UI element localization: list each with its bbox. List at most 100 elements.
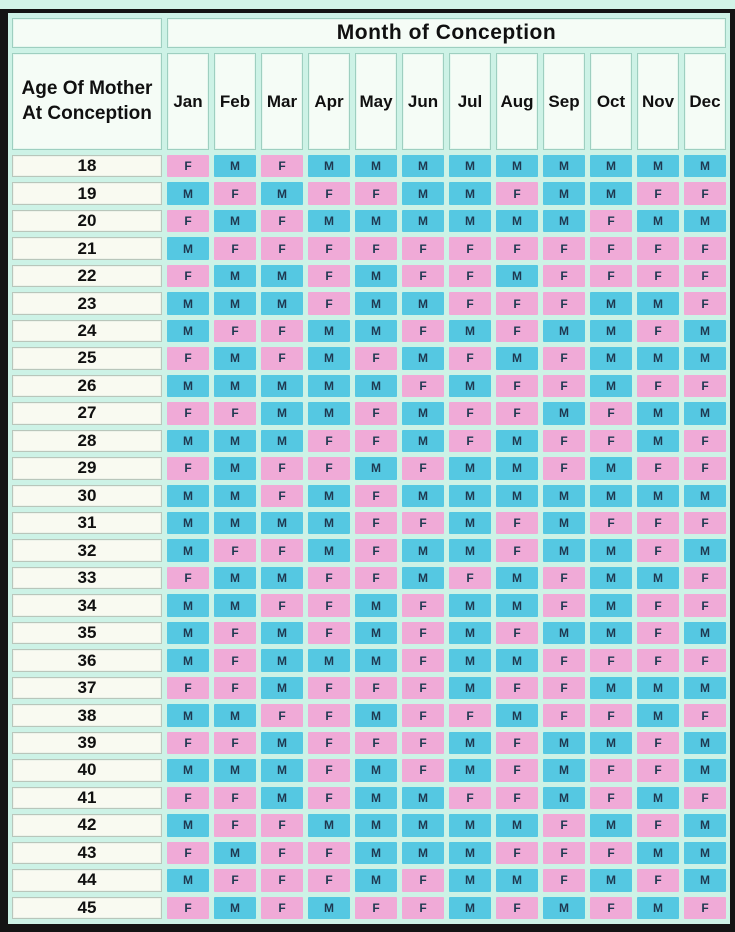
gender-cell: M xyxy=(355,759,397,782)
gender-cell: F xyxy=(543,869,585,892)
gender-cell: F xyxy=(214,649,256,672)
gender-cell: M xyxy=(496,347,538,370)
gender-cell: M xyxy=(449,731,491,755)
gender-cell: M xyxy=(402,155,444,178)
gender-cell: M xyxy=(543,539,585,562)
gender-cell: M xyxy=(543,402,585,425)
gender-cell: M xyxy=(355,374,397,398)
gender-cell: F xyxy=(261,484,303,508)
gender-cell: M xyxy=(355,786,397,810)
age-cell: 35 xyxy=(12,621,162,645)
gender-cell: M xyxy=(684,402,726,425)
chart-title: Month of Conception xyxy=(167,18,726,48)
gender-cell: F xyxy=(684,786,726,810)
month-header: Jul xyxy=(449,53,491,150)
age-cell: 33 xyxy=(12,566,162,590)
age-cell: 18 xyxy=(12,155,162,178)
gender-cell: M xyxy=(543,209,585,233)
gender-cell: M xyxy=(637,676,679,700)
gender-cell: F xyxy=(355,429,397,453)
age-cell: 20 xyxy=(12,209,162,233)
gender-cell: M xyxy=(261,676,303,700)
gender-cell: F xyxy=(355,512,397,535)
age-cell: 40 xyxy=(12,759,162,782)
gender-cell: F xyxy=(684,896,726,919)
gender-cell: M xyxy=(449,209,491,233)
gender-cell: M xyxy=(214,264,256,288)
gender-cell: M xyxy=(496,704,538,727)
gender-cell: M xyxy=(308,484,350,508)
gender-cell: M xyxy=(214,292,256,315)
gender-cell: F xyxy=(496,182,538,205)
gender-cell: F xyxy=(637,457,679,480)
gender-cell: F xyxy=(355,676,397,700)
gender-cell: M xyxy=(167,292,209,315)
gender-cell: F xyxy=(449,704,491,727)
gender-cell: M xyxy=(449,621,491,645)
gender-cell: M xyxy=(167,621,209,645)
gender-cell: M xyxy=(214,512,256,535)
gender-cell: M xyxy=(214,429,256,453)
gender-cell: F xyxy=(637,319,679,343)
gender-cell: M xyxy=(496,429,538,453)
chart-grid: Month of Conception Age Of Mother At Con… xyxy=(8,13,730,924)
age-cell: 36 xyxy=(12,649,162,672)
gender-cell: F xyxy=(496,539,538,562)
gender-cell: F xyxy=(637,649,679,672)
gender-cell: F xyxy=(167,457,209,480)
gender-cell: F xyxy=(308,759,350,782)
gender-cell: M xyxy=(637,896,679,919)
gender-cell: M xyxy=(308,374,350,398)
gender-cell: F xyxy=(684,704,726,727)
gender-cell: M xyxy=(543,759,585,782)
age-cell: 38 xyxy=(12,704,162,727)
gender-cell: F xyxy=(402,759,444,782)
gender-cell: F xyxy=(167,347,209,370)
gender-cell: F xyxy=(167,209,209,233)
gender-cell: M xyxy=(308,319,350,343)
month-header: Aug xyxy=(496,53,538,150)
gender-cell: F xyxy=(637,759,679,782)
gender-cell: F xyxy=(449,402,491,425)
gender-cell: F xyxy=(684,512,726,535)
gender-cell: F xyxy=(214,786,256,810)
gender-cell: M xyxy=(449,814,491,837)
gender-cell: M xyxy=(449,539,491,562)
gender-cell: F xyxy=(308,786,350,810)
gender-cell: F xyxy=(543,264,585,288)
gender-cell: F xyxy=(543,704,585,727)
gender-cell: F xyxy=(543,292,585,315)
gender-cell: F xyxy=(261,209,303,233)
gender-cell: M xyxy=(355,869,397,892)
gender-cell: M xyxy=(167,539,209,562)
gender-cell: F xyxy=(355,896,397,919)
gender-cell: M xyxy=(590,869,632,892)
gender-cell: M xyxy=(637,347,679,370)
gender-cell: F xyxy=(261,869,303,892)
gender-cell: F xyxy=(402,896,444,919)
gender-cell: M xyxy=(261,731,303,755)
gender-cell: F xyxy=(496,512,538,535)
month-header: Jun xyxy=(402,53,444,150)
gender-cell: M xyxy=(308,896,350,919)
gender-cell: F xyxy=(590,264,632,288)
gender-cell: F xyxy=(167,841,209,865)
gender-cell: F xyxy=(261,237,303,260)
gender-cell: M xyxy=(449,869,491,892)
gender-cell: F xyxy=(684,237,726,260)
gender-cell: M xyxy=(590,731,632,755)
gender-cell: F xyxy=(449,566,491,590)
gender-cell: F xyxy=(684,182,726,205)
gender-cell: M xyxy=(261,621,303,645)
gender-cell: M xyxy=(590,594,632,617)
gender-cell: M xyxy=(637,841,679,865)
gender-cell: M xyxy=(637,484,679,508)
month-header: Dec xyxy=(684,53,726,150)
gender-cell: M xyxy=(402,566,444,590)
gender-cell: F xyxy=(167,402,209,425)
gender-cell: F xyxy=(590,402,632,425)
gender-cell: M xyxy=(590,155,632,178)
age-cell: 44 xyxy=(12,869,162,892)
gender-cell: F xyxy=(402,512,444,535)
gender-cell: M xyxy=(496,484,538,508)
